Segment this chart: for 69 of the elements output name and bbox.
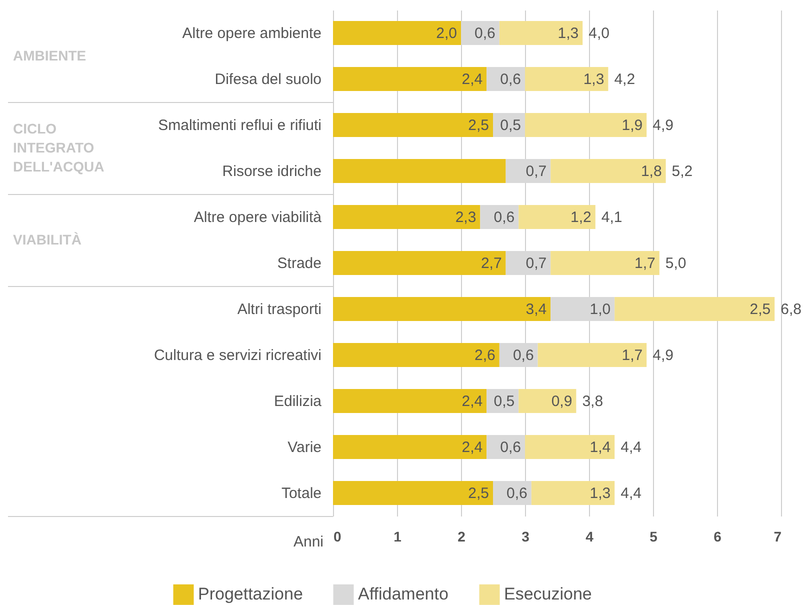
total-label: 4,2 (614, 71, 636, 88)
x-tick-label: 0 (334, 528, 342, 544)
x-tick-label: 2 (458, 528, 466, 544)
x-tick-label: 3 (522, 528, 530, 544)
legend-label: Progettazione (198, 584, 303, 604)
data-label: 1,3 (590, 485, 611, 502)
data-label: 2,4 (462, 393, 483, 410)
text: AMBIENTE (13, 46, 88, 66)
data-label: 1,0 (590, 301, 611, 318)
data-label: 2,5 (750, 301, 771, 318)
data-label: 2,3 (455, 209, 476, 226)
data-label: 1,4 (590, 439, 611, 456)
data-label: 1,3 (583, 71, 604, 88)
total-label: 6,8 (780, 301, 802, 318)
data-label: 0,6 (494, 209, 515, 226)
y-tick-label: Risorse idriche (222, 163, 322, 180)
y-tick-label: Edilizia (274, 393, 322, 410)
x-tick-label: 7 (774, 528, 782, 544)
data-label: 0,5 (494, 393, 515, 410)
y-tick-label: Altri trasporti (237, 301, 322, 318)
total-label: 4,1 (601, 209, 622, 226)
total-label: 4,9 (652, 117, 674, 134)
total-label: 3,8 (582, 393, 604, 410)
data-label: 0,9 (551, 393, 572, 410)
total-label: 4,0 (588, 25, 610, 42)
y-tick-label: Cultura e servizi ricreativi (154, 347, 322, 364)
total-label: 5,2 (672, 163, 693, 180)
data-label: 3,4 (526, 301, 547, 318)
total-label: 4,9 (652, 347, 674, 364)
x-tick-label: 6 (714, 528, 722, 544)
x-tick-label: 1 (394, 528, 402, 544)
legend-label: Esecuzione (504, 584, 592, 604)
data-label: 2,5 (468, 485, 489, 502)
data-label: 2,4 (462, 439, 483, 456)
y-tick-label: Varie (288, 439, 322, 456)
text: CICLO INTEGRATO DELL'ACQUA (13, 120, 106, 176)
data-label: 1,8 (640, 163, 662, 180)
y-tick-label: Altre opere viabilità (194, 209, 322, 226)
data-label: 1,9 (622, 117, 643, 134)
y-tick-label: Totale (281, 485, 322, 502)
data-label: 2,4 (462, 71, 483, 88)
legend-label: Affidamento (358, 584, 448, 604)
y-tick-label: Altre opere ambiente (182, 25, 322, 42)
data-label: 0,6 (500, 71, 521, 88)
data-label: 2,6 (474, 347, 496, 364)
data-label: 1,3 (558, 25, 579, 42)
total-label: 4,4 (620, 485, 642, 502)
total-label: 5,0 (665, 255, 686, 272)
data-label: 0,6 (500, 439, 521, 456)
data-label: 2,7 (480, 255, 502, 272)
data-label: 0,7 (526, 255, 547, 272)
data-label: 0,6 (474, 25, 496, 42)
total-label: 4,4 (620, 439, 642, 456)
text: VIABILITÀ (13, 230, 82, 250)
data-label: 0,7 (526, 163, 547, 180)
x-tick-label: 4 (586, 528, 594, 544)
data-label: 2,0 (436, 25, 457, 42)
data-label: 1,2 (570, 209, 592, 226)
y-tick-label: Smaltimenti reflui e rifiuti (158, 117, 322, 134)
data-label: 0,5 (500, 117, 521, 134)
data-label: 0,6 (506, 485, 528, 502)
x-axis-title: Anni (293, 534, 324, 550)
y-tick-label: Strade (277, 255, 322, 272)
y-tick-label: Difesa del suolo (214, 71, 322, 88)
data-label: 1,7 (622, 347, 643, 364)
x-tick-label: 5 (650, 528, 658, 544)
data-label: 2,5 (468, 117, 489, 134)
data-label: 0,6 (512, 347, 534, 364)
data-label: 1,7 (634, 255, 656, 272)
